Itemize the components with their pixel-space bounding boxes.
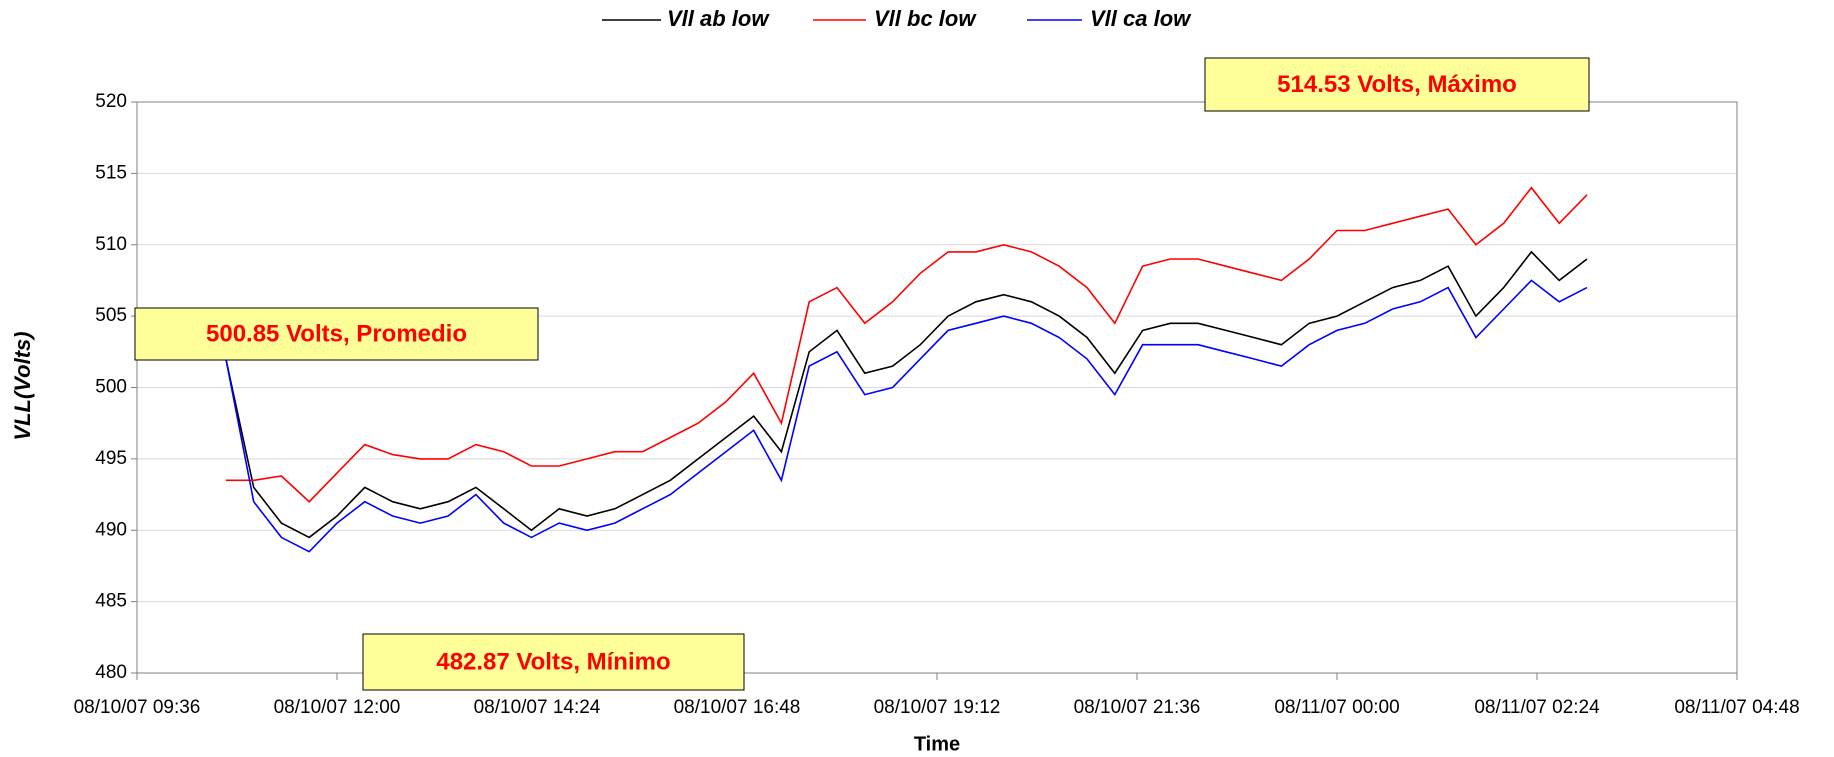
y-tick-label: 485 (95, 591, 127, 612)
x-tick-label: 08/10/07 12:00 (274, 697, 401, 718)
y-tick-label: 515 (95, 162, 127, 183)
y-tick-label: 480 (95, 662, 127, 683)
series-line (225, 279, 1588, 553)
x-tick-label: 08/10/07 16:48 (674, 697, 801, 718)
x-axis-label: Time (914, 733, 960, 755)
annotation-box (134, 307, 539, 361)
x-tick-label: 08/11/07 00:00 (1274, 697, 1399, 718)
annotation-box (362, 633, 745, 691)
legend-label: Vll bc low (874, 6, 977, 31)
x-tick-label: 08/10/07 21:36 (1074, 697, 1201, 718)
y-tick-label: 490 (95, 519, 127, 540)
y-tick-label: 510 (95, 234, 127, 255)
series-line (225, 250, 1588, 539)
annotation-text: 482.87 Volts, Mínimo (436, 648, 670, 675)
y-tick-label: 495 (95, 448, 127, 469)
series-line (225, 186, 1588, 503)
legend-label: Vll ab low (667, 6, 770, 31)
x-tick-label: 08/10/07 14:24 (474, 697, 601, 718)
y-axis-label: VLL(Volts) (10, 331, 35, 440)
y-tick-label: 505 (95, 305, 127, 326)
x-tick-label: 08/10/07 19:12 (874, 697, 1001, 718)
y-tick-label: 500 (95, 377, 127, 398)
x-tick-label: 08/11/07 04:48 (1674, 697, 1799, 718)
y-tick-label: 520 (95, 91, 127, 112)
annotation-box (1204, 57, 1590, 112)
x-tick-label: 08/11/07 02:24 (1474, 697, 1600, 718)
legend-label: Vll ca low (1090, 6, 1192, 31)
annotation-text: 514.53 Volts, Máximo (1277, 71, 1517, 98)
annotation-text: 500.85 Volts, Promedio (206, 320, 467, 347)
x-tick-label: 08/10/07 09:36 (74, 697, 201, 718)
